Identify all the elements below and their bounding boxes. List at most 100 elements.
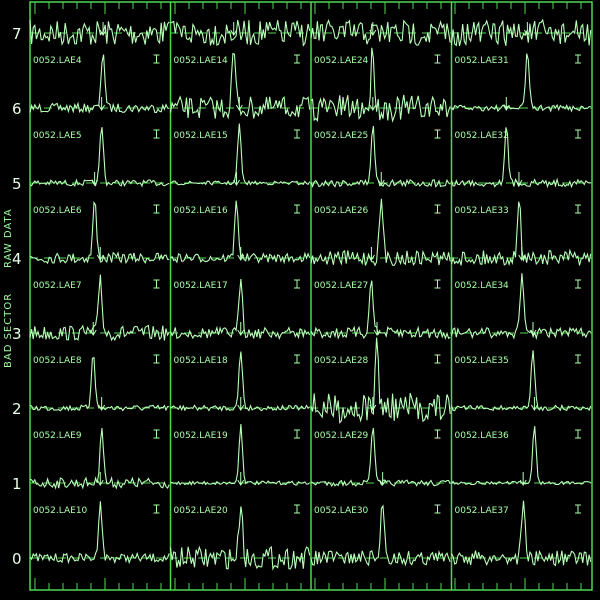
arrow-marker-icon [373,322,381,336]
y-tick-label: 4 [12,250,22,268]
panel-label: 0052.LAE14 [174,56,229,66]
arrow-marker-icon [99,22,107,36]
spectrum-trace [170,424,311,486]
spectrum-trace [29,274,170,342]
arrow-marker-icon [96,472,104,486]
arrow-marker-icon [237,322,245,336]
spectrum-trace [451,500,592,567]
error-bar-icon [575,279,581,289]
panel-label: 0052.LAE30 [314,506,369,516]
arrow-marker-icon [237,472,245,486]
panel-label: 0052.LAE19 [174,431,229,441]
error-bar-icon [294,504,300,514]
error-bar-icon [153,354,160,364]
error-bar-icon [153,429,160,439]
spectrum-trace [450,350,592,412]
error-bar-icon [153,54,160,64]
y-tick-label: 3 [12,325,22,343]
error-bar-icon [153,129,160,139]
panel-label: 0052.LAE25 [314,131,368,141]
arrow-marker-icon [367,247,375,261]
spectrum-trace [310,337,451,424]
arrow-marker-icon [98,397,106,411]
error-bar-icon [434,279,441,289]
bad-sector-label: BAD SECTOR [3,292,14,368]
y-tick-label: 5 [12,175,22,193]
arrow-marker-icon [515,172,523,186]
error-bar-icon [153,279,160,289]
arrow-marker-icon [377,172,385,186]
panel-label: 0052.LAE18 [174,356,229,366]
arrow-marker-icon [230,22,238,36]
spectrum-trace [170,351,311,412]
spectrum-trace [29,200,170,265]
trace-top-row [170,19,311,47]
error-bar-icon [434,504,441,514]
arrow-marker-icon [369,397,377,411]
arrow-marker-icon [523,22,531,36]
spectrum-trace [450,201,592,267]
panel-label: 0052.LAE32 [455,131,509,141]
error-bar-icon [294,279,300,289]
y-tick-label: 1 [12,475,22,493]
arrow-marker-icon [237,247,245,261]
spectrum-trace [29,501,170,565]
error-bar-icon [294,354,300,364]
spectrum-trace [29,356,170,412]
panel-label: 0052.LAE7 [33,281,82,291]
error-bar-icon [294,129,300,139]
spectrum-trace [310,126,451,188]
arrow-marker-icon [237,397,245,411]
spectrum-trace [451,53,591,113]
panel-label: 0052.LAE37 [455,506,509,516]
y-tick-label: 6 [12,100,22,118]
arrow-marker-icon [369,97,377,111]
panel-label: 0052.LAE31 [455,56,509,66]
error-bar-icon [575,204,581,214]
arrow-marker-icon [98,97,106,111]
spectrum-trace [310,427,451,487]
error-bar-icon [575,129,581,139]
error-bar-icon [434,204,441,214]
spectrum-trace [450,273,592,341]
arrow-marker-icon [89,322,97,336]
panel-label: 0052.LAE9 [33,431,82,441]
trace-top-row [310,19,451,46]
error-bar-icon [153,204,160,214]
arrow-marker-icon [96,247,104,261]
panel-label: 0052.LAE33 [455,206,509,216]
spectrum-trace [29,54,170,114]
arrow-marker-icon [518,247,526,261]
error-bar-icon [434,429,441,439]
panel-label: 0052.LAE10 [33,506,88,516]
spectrum-trace [169,52,311,120]
error-bar-icon [575,504,581,514]
panel-label: 0052.LAE20 [174,506,229,516]
error-bar-icon [575,429,581,439]
panel-label: 0052.LAE6 [33,206,82,216]
spectrum-trace [450,127,591,189]
error-bar-icon [153,504,160,514]
error-bar-icon [294,204,300,214]
panel-label: 0052.LAE36 [455,431,510,441]
spectrum-trace [310,47,451,123]
spectrum-trace [170,123,311,186]
error-bar-icon [294,54,300,64]
arrow-marker-icon [235,97,243,111]
panel-label: 0052.LAE15 [174,131,228,141]
trace-top-row [29,19,170,46]
spectrum-trace [170,200,311,265]
error-bar-icon [434,129,441,139]
y-tick-label: 7 [12,25,22,43]
panel-label: 0052.LAE5 [33,131,82,141]
arrow-marker-icon [519,472,527,486]
arrow-marker-icon [530,397,538,411]
arrow-marker-icon [233,172,240,186]
trace-top-row [450,18,592,47]
spectrum-trace [310,198,451,267]
panel-label: 0052.LAE8 [33,356,82,366]
spectrum-trace [29,427,170,490]
panel-label: 0052.LAE34 [455,281,510,291]
spectrum-trace [169,278,311,340]
